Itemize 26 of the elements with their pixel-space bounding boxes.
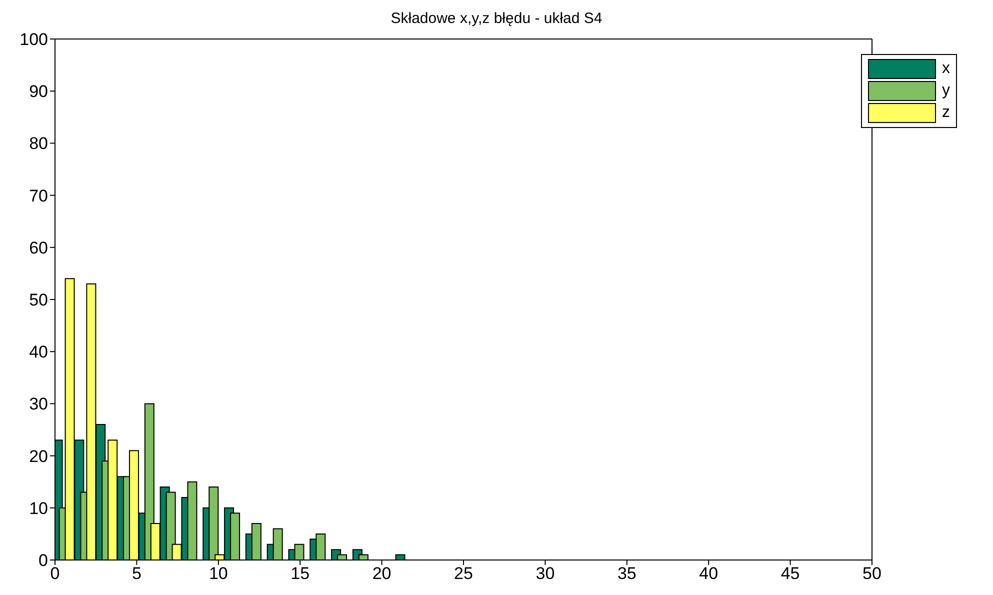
y-tick-label: 60 (29, 238, 48, 258)
y-tick-label: 80 (29, 134, 48, 154)
y-tick-label: 100 (20, 30, 48, 50)
y-tick-label: 50 (29, 290, 48, 310)
x-tick-label: 25 (454, 564, 473, 584)
x-tick-label: 35 (617, 564, 636, 584)
chart-title: Składowe x,y,z błędu - układ S4 (390, 9, 604, 29)
legend-label: z (942, 104, 950, 122)
y-tick-label: 90 (29, 82, 48, 102)
y-tick-label: 30 (29, 394, 48, 414)
x-tick-label: 40 (699, 564, 718, 584)
x-tick-label: 15 (290, 564, 310, 584)
x-tick-label: 50 (862, 564, 882, 584)
y-tick-label: 10 (29, 498, 48, 518)
y-tick-label: 20 (29, 446, 48, 466)
x-tick-label: 10 (208, 564, 228, 584)
y-tick-label: 0 (38, 551, 48, 570)
x-tick-label: 30 (536, 564, 555, 584)
y-tick-label: 40 (29, 342, 48, 362)
x-tick-label: 45 (780, 564, 800, 584)
y-tick-label: 70 (29, 186, 48, 206)
x-tick-label: 20 (372, 564, 392, 584)
legend-label: y (942, 82, 950, 100)
legend-label: x (942, 60, 950, 78)
x-tick-label: 5 (132, 564, 142, 584)
x-tick-label: 0 (50, 564, 60, 584)
